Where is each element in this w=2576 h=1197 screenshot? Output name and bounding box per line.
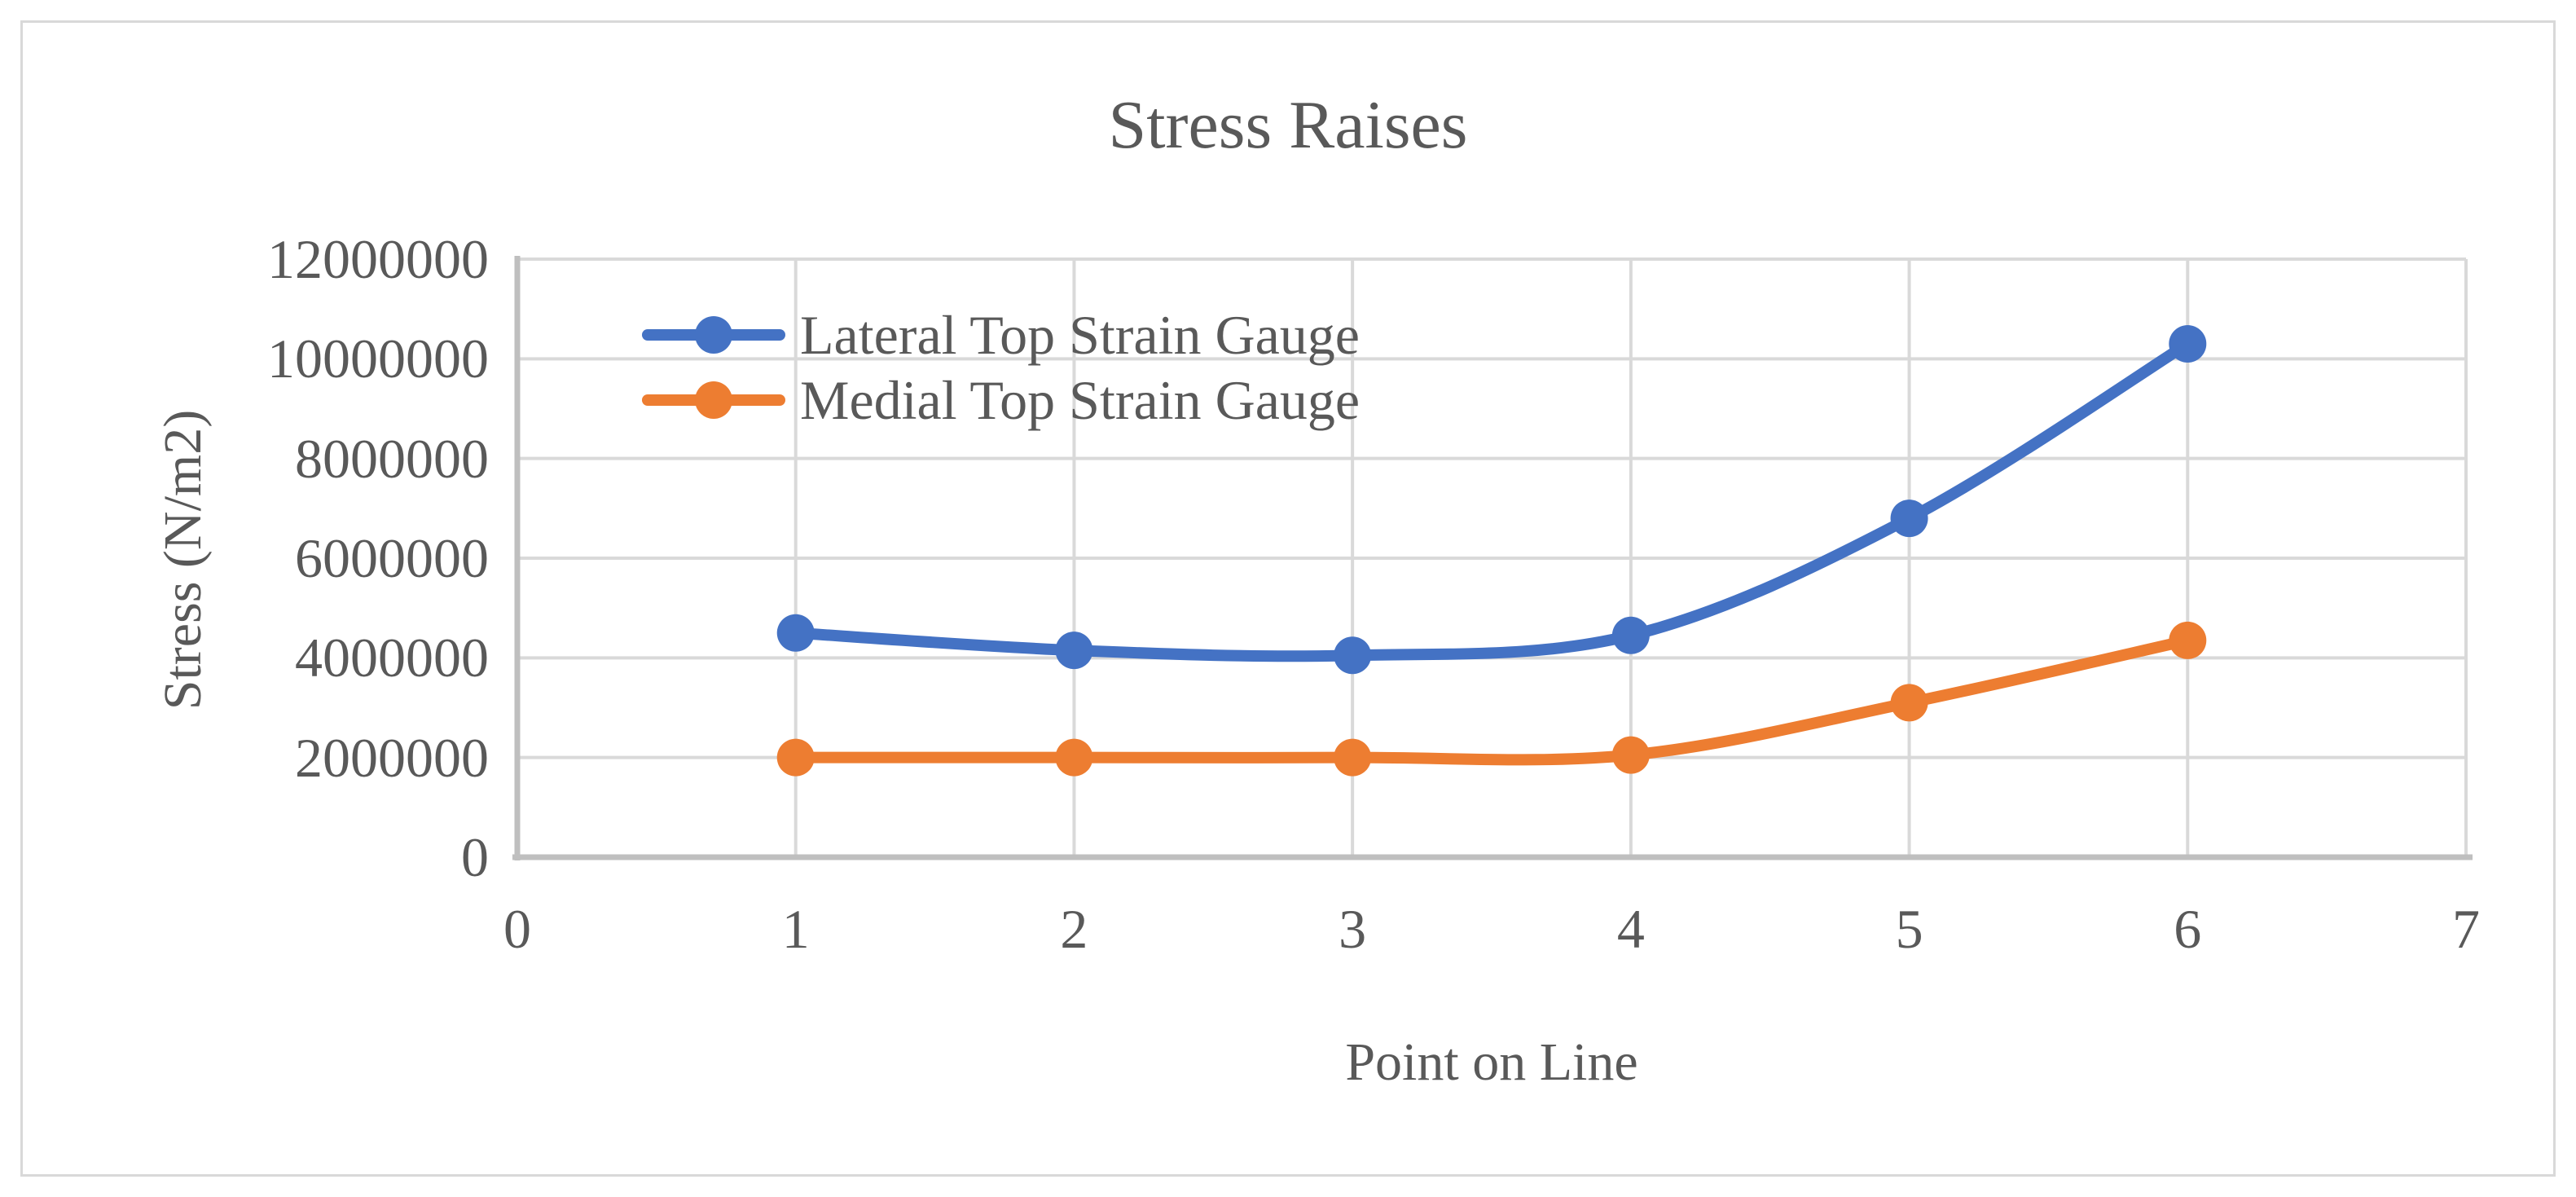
data-point-marker-medial-top-strain-gauge [2169,621,2207,659]
y-axis-tick-label: 12000000 [267,228,489,290]
legend-label-medial: Medial Top Strain Gauge [800,368,1361,431]
data-point-marker-medial-top-strain-gauge [1890,684,1928,722]
data-point-marker-lateral-top-strain-gauge [1890,499,1928,538]
data-point-marker-lateral-top-strain-gauge [1334,636,1372,675]
chart-border [20,20,2556,1177]
legend-item-medial-top-strain-gauge: Medial Top Strain Gauge [642,368,1360,432]
data-point-marker-lateral-top-strain-gauge [1611,616,1650,654]
data-point-marker-medial-top-strain-gauge [776,738,815,777]
y-axis-tick-label: 2000000 [295,726,489,789]
y-axis-tick-label: 10000000 [267,328,489,390]
y-axis-tick-label: 4000000 [295,627,489,689]
data-point-marker-lateral-top-strain-gauge [776,614,815,652]
x-axis-tick-label: 4 [1616,898,1645,960]
y-axis-tick-label: 0 [461,826,489,888]
y-axis-tick-label: 6000000 [295,527,489,589]
legend-marker-medial [642,381,785,420]
data-point-marker-medial-top-strain-gauge [1055,738,1093,777]
x-axis-tick-label: 3 [1339,898,1367,960]
x-axis-tick-label: 6 [2174,898,2202,960]
legend-dot-swatch [695,316,732,354]
x-axis-tick-label: 1 [781,898,810,960]
data-point-marker-lateral-top-strain-gauge [2169,324,2207,363]
x-axis-tick-label: 7 [2452,898,2480,960]
chart-title: Stress Raises [1108,87,1468,163]
series-line-lateral-top-strain-gauge [789,337,2194,662]
legend-item-lateral-top-strain-gauge: Lateral Top Strain Gauge [642,303,1360,367]
legend: Lateral Top Strain Gauge Medial Top Stra… [642,303,1360,432]
legend-label-lateral: Lateral Top Strain Gauge [800,303,1360,366]
x-axis-tick-label: 5 [1895,898,1923,960]
series-line-medial-top-strain-gauge [789,634,2194,766]
data-point-marker-medial-top-strain-gauge [1334,738,1372,777]
y-axis-tick-label: 8000000 [295,427,489,490]
data-point-marker-medial-top-strain-gauge [1611,736,1650,774]
legend-dot-swatch [695,381,732,419]
data-point-marker-lateral-top-strain-gauge [1055,632,1093,670]
legend-marker-lateral [642,315,785,354]
x-axis-tick-label: 0 [503,898,531,960]
x-axis-tick-label: 2 [1060,898,1088,960]
x-axis-title: Point on Line [1345,1032,1638,1092]
